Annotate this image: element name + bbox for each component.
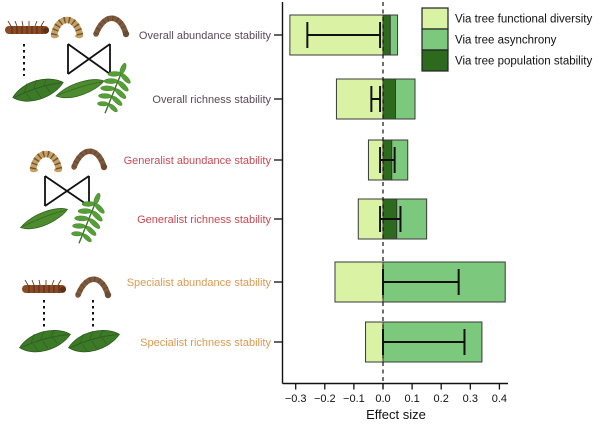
error-bar bbox=[379, 206, 402, 232]
row-label-specialist: Specialist abundance stability bbox=[127, 277, 272, 289]
error-bar bbox=[379, 147, 396, 173]
bar-segment-asynchrony bbox=[395, 78, 416, 120]
error-bar bbox=[382, 329, 466, 355]
axis-tick-label: 0.2 bbox=[434, 393, 449, 405]
legend: Via tree functional diversity Via tree as… bbox=[421, 7, 592, 72]
legend-label: Via tree population stability bbox=[455, 56, 592, 68]
error-bar bbox=[382, 269, 460, 295]
overall-food-web bbox=[8, 18, 140, 120]
row-label-specialist: Specialist richness stability bbox=[140, 337, 271, 349]
axis-tick-label: 0.4 bbox=[492, 393, 507, 405]
x-axis-title: Effect size bbox=[366, 407, 426, 422]
legend-swatch-asynchrony bbox=[421, 28, 449, 51]
bar-segment-asynchrony bbox=[389, 14, 399, 56]
legend-label: Via tree asynchrony bbox=[455, 35, 557, 47]
row-label-generalist: Generalist abundance stability bbox=[124, 155, 272, 167]
row-label-overall: Overall richness stability bbox=[152, 94, 271, 106]
legend-swatch-functional_diversity bbox=[421, 7, 449, 30]
generalist-food-web bbox=[19, 151, 114, 250]
legend-swatch-population_stability bbox=[421, 49, 449, 72]
food-web-illustrations bbox=[0, 0, 140, 355]
axis-tick-label: −0.3 bbox=[285, 393, 307, 405]
bar-segment-functional_diversity bbox=[365, 321, 384, 363]
row-label-overall: Overall abundance stability bbox=[139, 30, 272, 42]
axis-tick-label: 0.3 bbox=[463, 393, 478, 405]
bar-row bbox=[335, 78, 416, 120]
axis-tick-label: 0.1 bbox=[404, 393, 419, 405]
error-bar bbox=[370, 86, 382, 112]
bar-segment-functional_diversity bbox=[334, 261, 384, 303]
axis-tick-label: 0.0 bbox=[375, 393, 390, 405]
crossed-link-lines bbox=[44, 175, 90, 207]
axis-tick-label: −0.1 bbox=[343, 393, 365, 405]
bar-segment-population_stability bbox=[382, 78, 397, 120]
crossed-link-lines bbox=[67, 43, 111, 75]
legend-label: Via tree functional diversity bbox=[455, 14, 592, 26]
error-bar bbox=[306, 22, 382, 48]
axis-tick-label: −0.2 bbox=[314, 393, 336, 405]
row-label-generalist: Generalist richness stability bbox=[137, 214, 271, 226]
specialist-food-web bbox=[17, 279, 122, 355]
bar-segment-population_stability bbox=[382, 14, 391, 56]
